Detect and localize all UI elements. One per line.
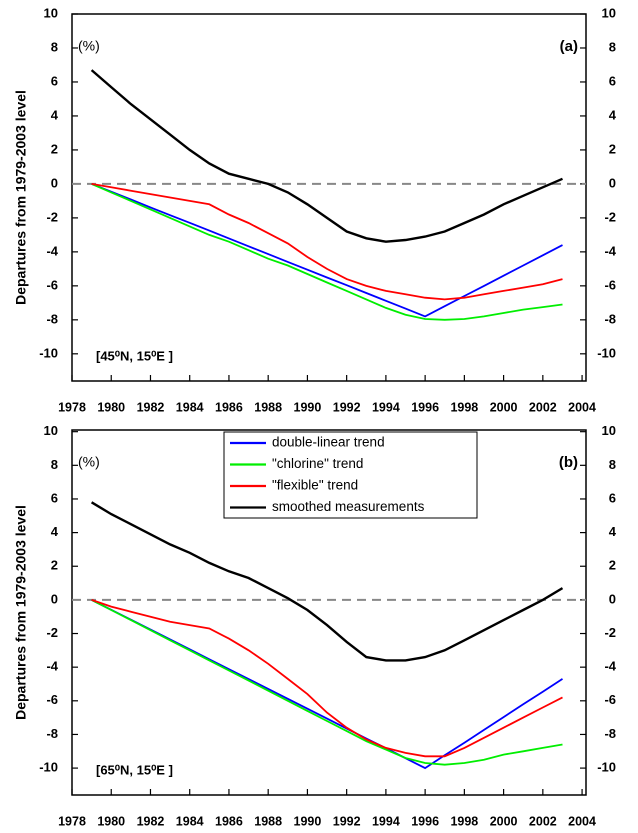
x-tick-label: 1978 bbox=[58, 400, 86, 414]
y-tick-label: -4 bbox=[46, 243, 58, 258]
legend-label: "flexible" trend bbox=[272, 478, 358, 493]
x-tick-label: 1984 bbox=[176, 814, 204, 828]
plot-frame bbox=[71, 13, 587, 382]
series-line bbox=[91, 599, 563, 766]
y-tick-label: 10 bbox=[44, 5, 58, 20]
x-tick-label: 1996 bbox=[411, 814, 439, 828]
x-tick-label: 1996 bbox=[411, 400, 439, 414]
x-tick-label: 1984 bbox=[176, 400, 204, 414]
unit-label: (%) bbox=[78, 454, 100, 470]
y-tick-label-right: 2 bbox=[609, 141, 616, 156]
x-tick-label: 2004 bbox=[568, 814, 596, 828]
series-line bbox=[91, 183, 563, 301]
y-tick-label: 0 bbox=[51, 175, 58, 190]
y-tick-label: 8 bbox=[51, 39, 58, 54]
y-tick-label-right: -8 bbox=[604, 311, 616, 326]
y-tick-label: 0 bbox=[51, 591, 58, 606]
y-tick-label-right: 4 bbox=[609, 524, 617, 539]
x-tick-label: 1990 bbox=[294, 400, 322, 414]
y-axis-label: Departures from 1979-2003 level bbox=[13, 90, 29, 305]
y-tick-label-right: 8 bbox=[609, 39, 616, 54]
panel-label: (a) bbox=[560, 38, 578, 55]
x-tick-label: 1980 bbox=[97, 814, 125, 828]
y-tick-label-right: 8 bbox=[609, 457, 616, 472]
y-tick-label: -2 bbox=[46, 209, 58, 224]
x-tick-label: 1998 bbox=[450, 814, 478, 828]
location-label: [45⁰N, 15⁰E ] bbox=[96, 348, 173, 363]
y-tick-label-right: -8 bbox=[604, 726, 616, 741]
x-tick-label: 1986 bbox=[215, 814, 243, 828]
legend-label: "chlorine" trend bbox=[272, 456, 363, 471]
y-tick-label-right: 10 bbox=[602, 423, 616, 438]
y-tick-label-right: -4 bbox=[604, 659, 616, 674]
x-tick-label: 1980 bbox=[97, 400, 125, 414]
y-tick-label-right: -4 bbox=[604, 243, 616, 258]
x-tick-label: 1988 bbox=[254, 400, 282, 414]
y-tick-label: 4 bbox=[51, 107, 59, 122]
y-tick-label: -8 bbox=[46, 311, 58, 326]
y-tick-label: -6 bbox=[46, 692, 58, 707]
y-tick-label-right: -2 bbox=[604, 209, 616, 224]
y-tick-label-right: -10 bbox=[597, 760, 616, 775]
y-tick-label: -2 bbox=[46, 625, 58, 640]
unit-label: (%) bbox=[78, 38, 100, 54]
y-tick-label: 6 bbox=[51, 490, 58, 505]
y-tick-label: -4 bbox=[46, 659, 58, 674]
y-tick-label: 2 bbox=[51, 141, 58, 156]
y-tick-label: -10 bbox=[39, 760, 58, 775]
y-tick-label-right: 2 bbox=[609, 558, 616, 573]
series-line bbox=[91, 183, 563, 318]
y-axis-label: Departures from 1979-2003 level bbox=[13, 505, 29, 720]
series-line bbox=[90, 501, 564, 662]
series-line bbox=[90, 69, 563, 243]
x-tick-label: 1988 bbox=[254, 814, 282, 828]
x-tick-label: 1982 bbox=[137, 814, 165, 828]
x-tick-label: 1990 bbox=[294, 814, 322, 828]
y-tick-label-right: 10 bbox=[602, 5, 616, 20]
legend-box bbox=[223, 431, 478, 519]
y-tick-label-right: -6 bbox=[604, 277, 616, 292]
y-tick-label-right: 6 bbox=[609, 73, 616, 88]
plot-frame bbox=[71, 429, 587, 796]
y-tick-label: -6 bbox=[46, 277, 58, 292]
x-tick-label: 2000 bbox=[490, 814, 518, 828]
location-label: [65⁰N, 15⁰E ] bbox=[96, 762, 173, 777]
series-line bbox=[91, 183, 563, 321]
y-tick-label-right: 0 bbox=[609, 175, 616, 190]
y-tick-label: 4 bbox=[51, 524, 59, 539]
y-tick-label-right: -10 bbox=[597, 345, 616, 360]
x-tick-label: 1994 bbox=[372, 814, 400, 828]
y-tick-label: -8 bbox=[46, 726, 58, 741]
y-tick-label-right: 4 bbox=[609, 107, 617, 122]
y-tick-label-right: -2 bbox=[604, 625, 616, 640]
x-tick-label: 2002 bbox=[529, 814, 557, 828]
legend-label: smoothed measurements bbox=[272, 499, 425, 514]
x-tick-label: 2000 bbox=[490, 400, 518, 414]
legend-label: double-linear trend bbox=[272, 435, 385, 450]
y-tick-label-right: 6 bbox=[609, 490, 616, 505]
panel-label: (b) bbox=[559, 454, 578, 471]
y-tick-label: 2 bbox=[51, 558, 58, 573]
y-tick-label-right: -6 bbox=[604, 692, 616, 707]
x-tick-label: 1978 bbox=[58, 814, 86, 828]
x-tick-label: 1982 bbox=[137, 400, 165, 414]
x-tick-label: 1994 bbox=[372, 400, 400, 414]
y-tick-label: 8 bbox=[51, 457, 58, 472]
x-tick-label: 1998 bbox=[450, 400, 478, 414]
series-line bbox=[91, 599, 563, 758]
x-tick-label: 1992 bbox=[333, 814, 361, 828]
x-tick-label: 2002 bbox=[529, 400, 557, 414]
y-tick-label: 6 bbox=[51, 73, 58, 88]
y-tick-label-right: 0 bbox=[609, 591, 616, 606]
x-tick-label: 2004 bbox=[568, 400, 596, 414]
y-tick-label: -10 bbox=[39, 345, 58, 360]
x-tick-label: 1986 bbox=[215, 400, 243, 414]
y-tick-label: 10 bbox=[44, 423, 58, 438]
x-tick-label: 1992 bbox=[333, 400, 361, 414]
